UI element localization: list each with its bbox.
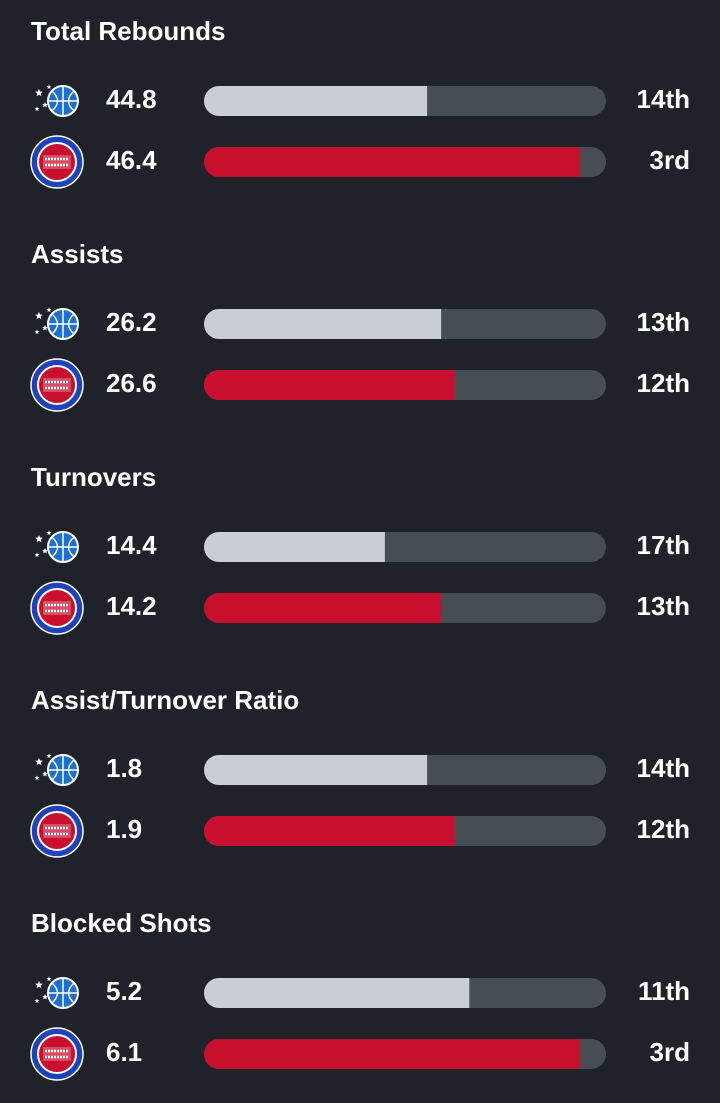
logo-star [42,325,48,331]
logo-star [34,106,40,111]
stat-value: 46.4 [106,145,157,175]
stat-value: 26.6 [106,368,157,398]
logo-band [43,601,71,615]
team-logo-magic [34,307,79,340]
logo-band [43,378,71,392]
bar-fill [204,86,428,116]
logo-star [42,771,48,777]
logo-lettering [45,157,69,167]
logo-band [43,824,71,838]
section-title: Total Rebounds [31,16,226,46]
logo-star [46,753,52,758]
league-rank: 13th [637,307,690,337]
team-logo-magic [34,976,79,1009]
logo-inner [37,811,77,851]
logo-star [42,548,48,554]
logo-star [34,775,40,780]
league-rank: 12th [637,368,690,398]
logo-star [46,530,52,535]
bar-fill [204,147,580,177]
section-title: Turnovers [31,462,156,492]
logo-star [35,312,43,320]
logo-lettering [45,826,69,836]
bar-fill [204,532,385,562]
bar-fill [204,816,455,846]
league-rank: 13th [637,591,690,621]
logo-seams [48,86,78,116]
logo-lettering [45,380,69,390]
logo-star [34,998,40,1003]
stat-value: 5.2 [106,976,142,1006]
team-logo-pistons [30,358,84,412]
logo-star [35,758,43,766]
logo-band [43,155,71,169]
logo-band [43,1047,71,1061]
logo-inner [37,365,77,405]
stat-value: 26.2 [106,307,157,337]
league-rank: 3rd [650,145,690,175]
logo-star [35,89,43,97]
section-title: Assist/Turnover Ratio [31,685,299,715]
logo-star [46,976,52,981]
logo-star [46,84,52,89]
logo-lettering [45,603,69,613]
stat-value: 1.8 [106,753,142,783]
league-rank: 11th [638,976,690,1006]
logo-seams [48,978,78,1008]
stat-value: 14.4 [106,530,157,560]
bar-fill [204,978,470,1008]
team-logo-pistons [30,581,84,635]
team-logo-pistons [30,135,84,189]
logo-inner [37,588,77,628]
logo-star [35,535,43,543]
logo-seams [48,755,78,785]
section-title: Blocked Shots [31,908,212,938]
logo-star [42,102,48,108]
league-rank: 3rd [650,1037,690,1067]
logo-star [34,329,40,334]
logo-seams [48,309,78,339]
team-logo-pistons [30,804,84,858]
team-logo-pistons [30,1027,84,1081]
logo-inner [37,1034,77,1074]
league-rank: 17th [637,530,690,560]
stat-value: 1.9 [106,814,142,844]
bar-fill [204,593,442,623]
league-rank: 14th [637,84,690,114]
team-logo-magic [34,530,79,563]
league-rank: 14th [637,753,690,783]
bar-fill [204,1039,580,1069]
bar-fill [204,309,442,339]
logo-star [35,981,43,989]
logo-lettering [45,1049,69,1059]
stat-value: 44.8 [106,84,157,114]
stat-value: 6.1 [106,1037,142,1067]
bar-fill [204,755,428,785]
league-rank: 12th [637,814,690,844]
logo-star [46,307,52,312]
logo-star [34,552,40,557]
stat-value: 14.2 [106,591,157,621]
team-logo-magic [34,753,79,786]
logo-seams [48,532,78,562]
logo-inner [37,142,77,182]
team-logo-magic [34,84,79,117]
section-title: Assists [31,239,124,269]
logo-star [42,994,48,1000]
bar-fill [204,370,455,400]
